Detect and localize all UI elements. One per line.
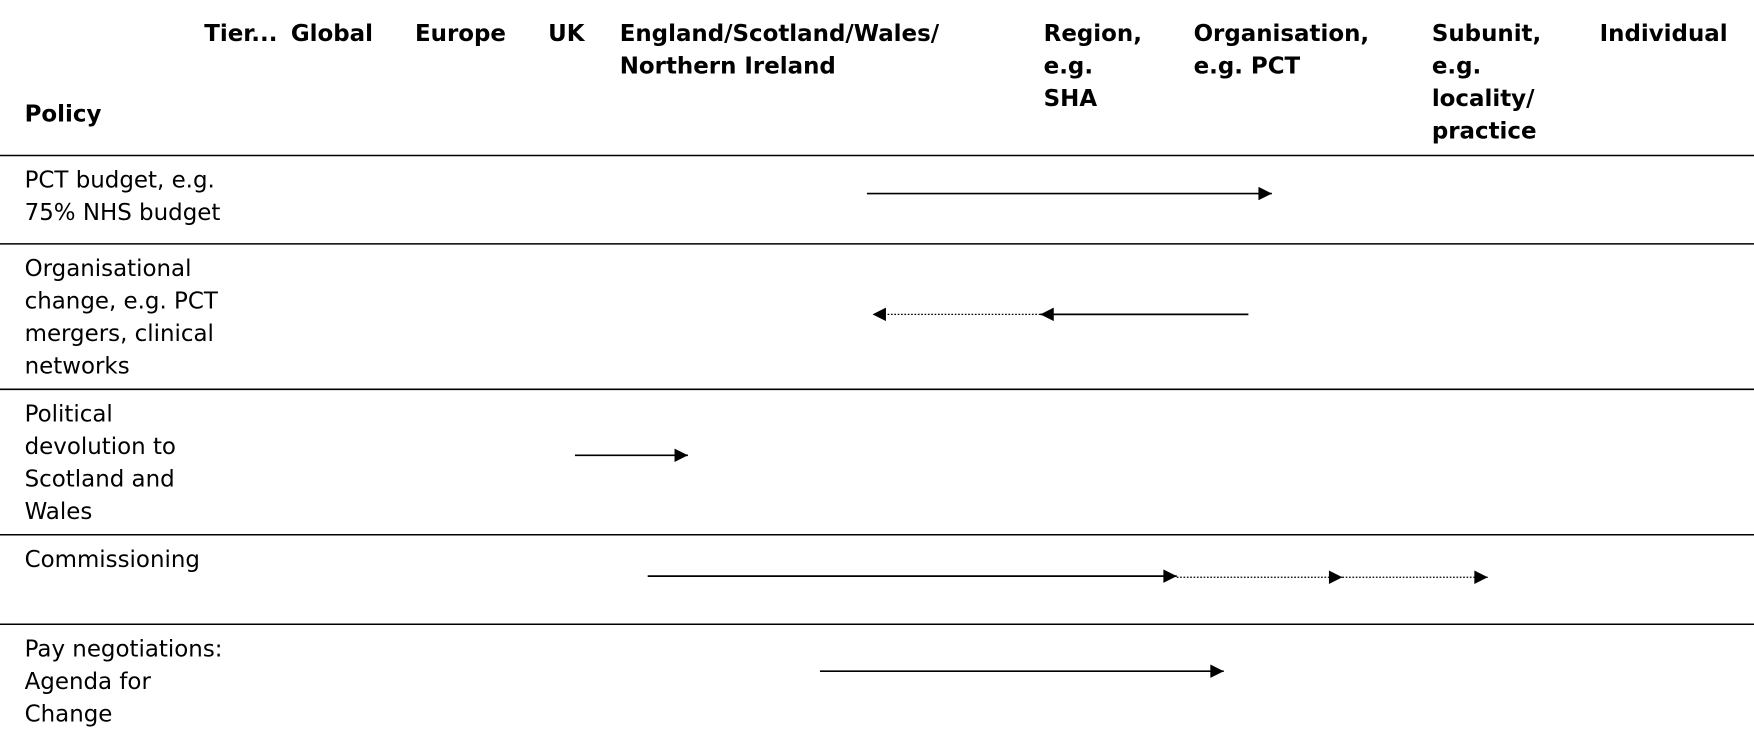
- column-header: e.g. PCT: [1194, 54, 1301, 80]
- arrows: [574, 186, 1488, 678]
- column-header: Europe: [415, 21, 506, 47]
- row-label: devolution to: [25, 434, 176, 460]
- row-label: Agenda for: [25, 669, 152, 695]
- row-label: mergers, clinical: [25, 321, 214, 347]
- column-header: e.g.: [1044, 54, 1093, 80]
- column-header: e.g.: [1432, 54, 1481, 80]
- column-header: Region,: [1044, 21, 1142, 47]
- row-label: Scotland and: [25, 466, 175, 492]
- row-label: change, e.g. PCT: [25, 289, 219, 315]
- corner-label: Policy: [25, 102, 102, 128]
- row-label: 75% NHS budget: [25, 200, 221, 226]
- column-header: England/Scotland/Wales/: [620, 21, 940, 47]
- table-rules: [0, 154, 1754, 626]
- row-label: Pay negotiations:: [25, 636, 223, 662]
- column-header: UK: [548, 21, 586, 47]
- column-header: practice: [1432, 119, 1537, 145]
- column-header: Subunit,: [1432, 21, 1541, 47]
- column-header: Tier...: [204, 21, 277, 47]
- row-label: Change: [25, 701, 113, 727]
- row-label: Commissioning: [25, 547, 200, 573]
- column-header: Individual: [1600, 21, 1728, 47]
- row-label: Political: [25, 402, 113, 428]
- row-label: Wales: [25, 499, 93, 525]
- row-label: networks: [25, 353, 130, 379]
- column-header: locality/: [1432, 86, 1535, 112]
- column-header: Organisation,: [1194, 21, 1370, 47]
- row-label: PCT budget, e.g.: [25, 168, 215, 194]
- column-header: SHA: [1044, 86, 1098, 112]
- row-label: Organisational: [25, 256, 192, 282]
- column-header: Global: [291, 21, 373, 47]
- column-header: Northern Ireland: [620, 54, 836, 80]
